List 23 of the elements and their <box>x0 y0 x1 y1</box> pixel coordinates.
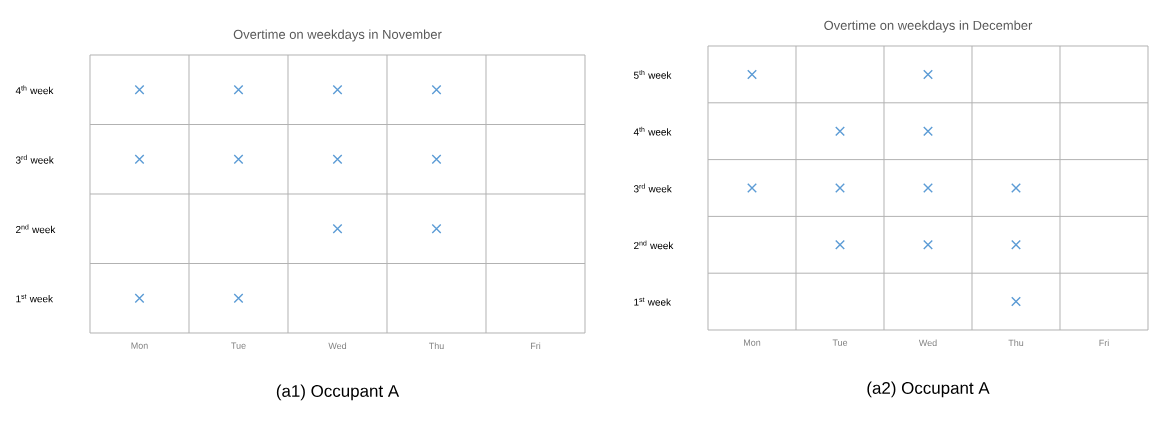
y-tick-label: 2$^{nd}$ week <box>16 224 56 234</box>
y-tick-label: 4$^{th}$ week <box>15 85 54 95</box>
x-tick-label: Tue <box>231 342 246 349</box>
x-tick-label: Thu <box>1008 339 1024 347</box>
y-tick-label: 1$^{st}$ week <box>634 297 672 306</box>
text: (a2) Occupant A <box>867 381 990 398</box>
x-tick-label: Wed <box>328 342 347 350</box>
text: (a1) Occupant A <box>276 384 400 401</box>
x-tick-label: Mon <box>744 339 761 346</box>
y-tick-label: 3$^{rd}$ week <box>633 183 672 193</box>
chart-title: Overtime on weekdays in December <box>824 20 1033 33</box>
x-tick-label: Wed <box>918 339 937 347</box>
chart-title: Overtime on weekdays in November <box>233 29 442 42</box>
x-tick-label: Mon <box>131 342 148 349</box>
y-tick-label: 4$^{th}$ week <box>633 126 672 136</box>
x-tick-label: Fri <box>1099 339 1109 347</box>
y-tick-label: 2$^{nd}$ week <box>634 240 674 250</box>
x-tick-label: Thu <box>428 342 444 350</box>
x-tick-label: Tue <box>832 339 848 346</box>
y-tick-label: 5$^{th}$ week <box>633 70 672 79</box>
y-tick-label: 3$^{rd}$ week <box>15 154 54 164</box>
x-tick-label: Fri <box>531 342 541 350</box>
y-tick-label: 1$^{st}$ week <box>16 294 54 303</box>
